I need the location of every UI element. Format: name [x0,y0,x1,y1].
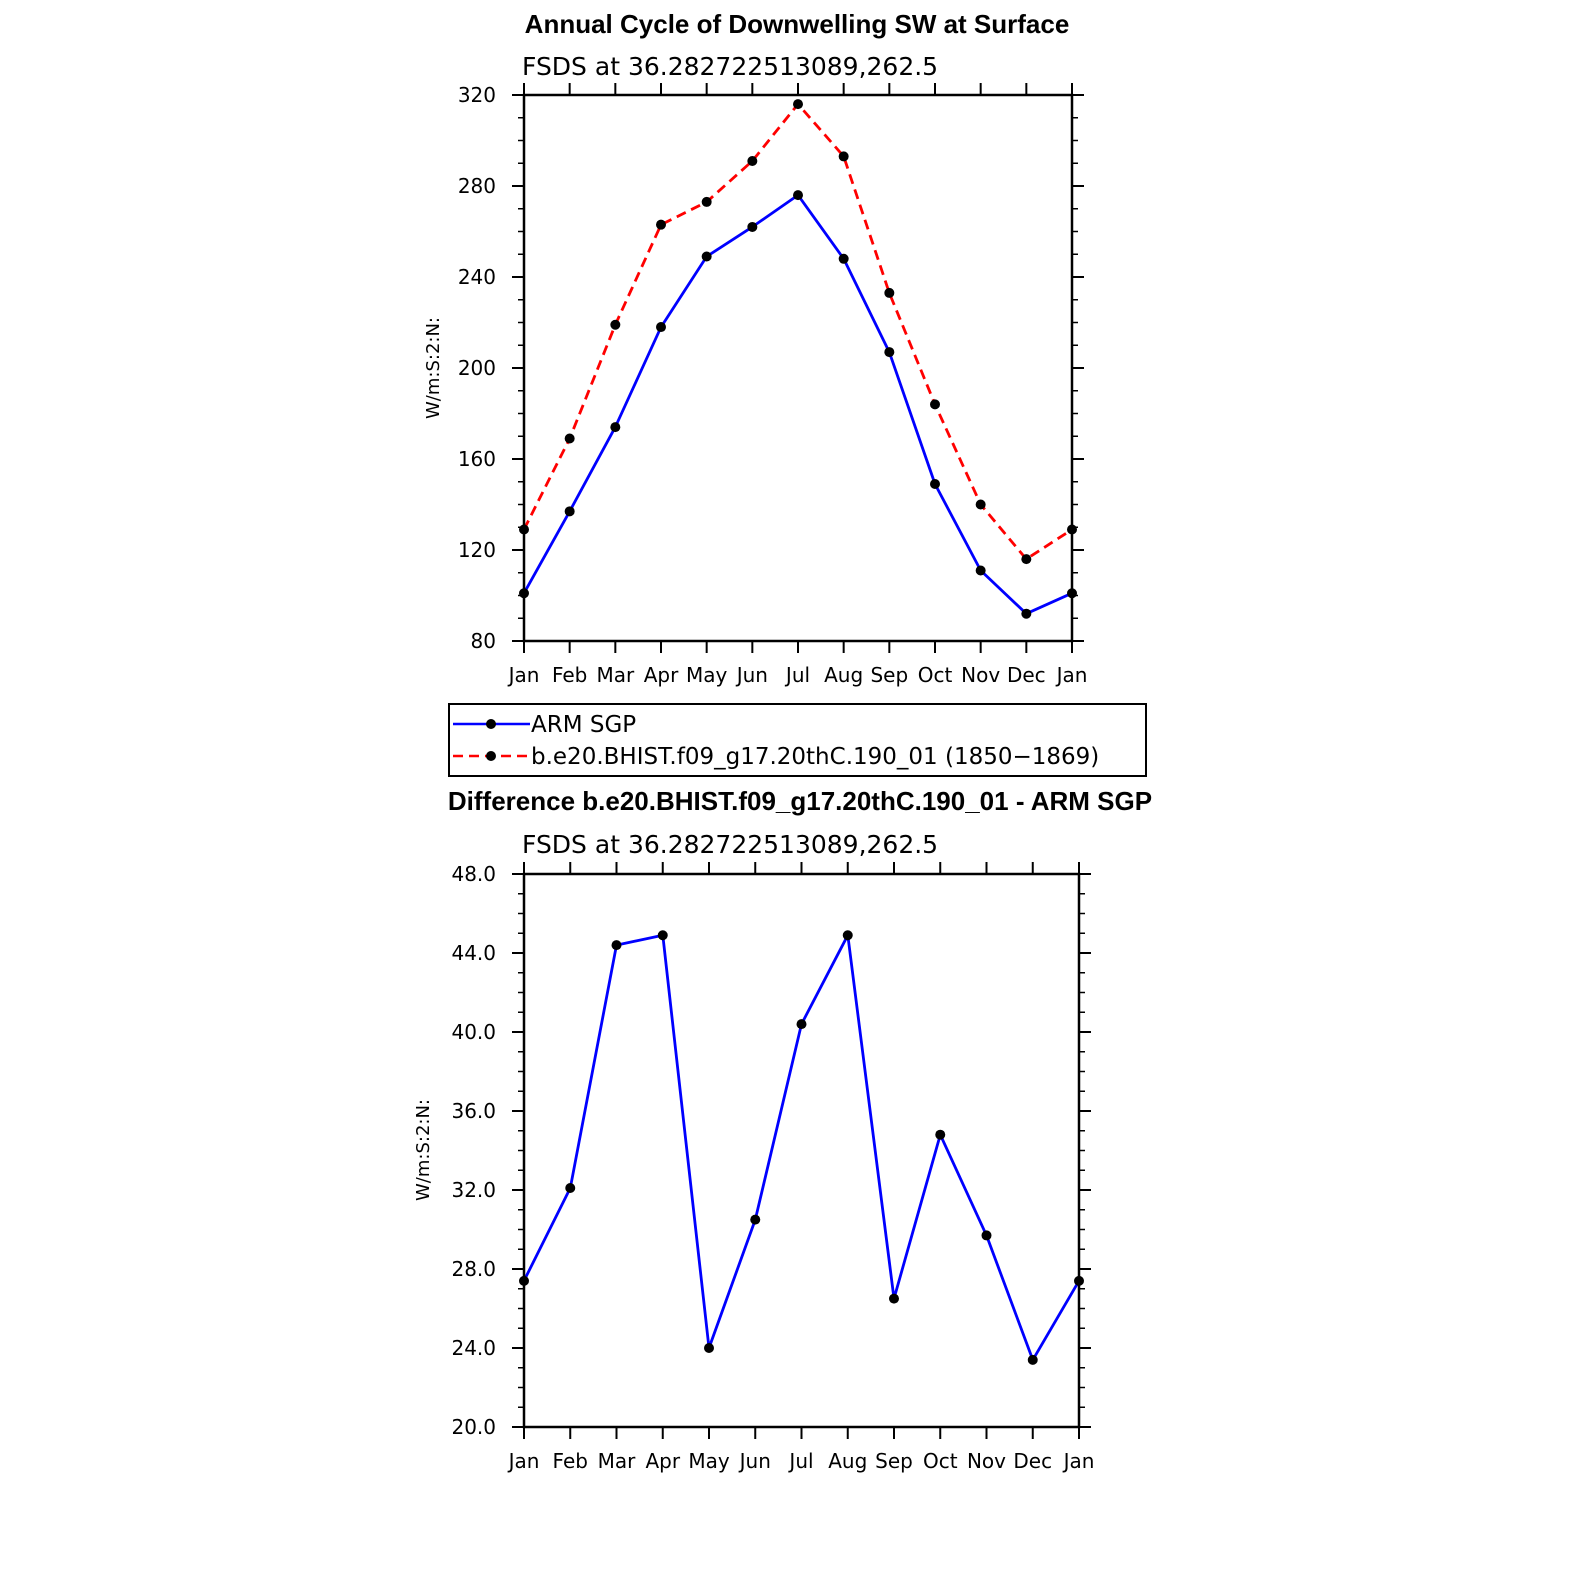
y-tick-label: 32.0 [451,1178,496,1202]
y-tick-label: 48.0 [451,862,496,886]
data-point [610,422,621,433]
y-tick-label: 120 [458,538,496,562]
data-point [793,190,803,201]
data-point [657,930,668,941]
data-point [884,287,895,298]
y-axis-label: W/m:S:2:N: [413,1099,434,1201]
x-tick-label: Sep [870,663,908,687]
chart-subtitle: FSDS at 36.282722513089,262.5 [522,830,938,859]
y-tick-label: 200 [458,356,496,380]
y-tick-label: 24.0 [451,1336,496,1360]
y-tick-label: 20.0 [451,1415,496,1439]
x-tick-label: Oct [923,1449,958,1473]
legend: ARM SGP b.e20.BHIST.f09_g17.20thC.190_01… [448,703,1147,777]
data-point [796,1019,807,1030]
x-tick-label: Jul [784,663,810,687]
data-point [747,155,758,166]
series-line-arm-sgp [522,193,1073,616]
axis-ticks: Jan Feb Mar Apr May Jun Jul Aug Sep Oct Nov Dec Jan 2… [451,862,1094,1473]
x-tick-label: Mar [598,1449,637,1473]
data-point [930,399,940,410]
x-tick-label: Jun [738,1449,771,1473]
y-tick-label: 160 [458,447,496,471]
data-point [793,99,803,110]
legend-label-model: b.e20.BHIST.f09_g17.20thC.190_01 (1850−1… [531,744,1099,770]
data-point [1021,554,1032,565]
data-point [747,221,758,232]
data-point [1027,1354,1038,1365]
difference-chart: Difference b.e20.BHIST.f09_g17.20thC.190… [413,786,1152,1473]
data-point [884,347,895,358]
data-point [1021,608,1032,619]
x-tick-label: Apr [645,1449,680,1473]
x-tick-label: Jan [1055,663,1088,687]
x-tick-label: Sep [875,1449,913,1473]
axis-ticks: Jan Feb Mar Apr May Jun Jul Aug Sep Oct Nov Dec Jan 8… [458,83,1088,687]
data-point [975,499,986,510]
x-tick-label: Oct [918,663,953,687]
x-tick-label: Jun [735,663,768,687]
data-point [838,151,849,162]
series-layer [519,930,1084,1365]
x-tick-label: Nov [961,663,1000,687]
legend-box [448,703,1147,777]
data-point [889,1293,899,1304]
x-tick-label: Jan [1062,1449,1095,1473]
legend-marker-arm-sgp [486,719,496,729]
x-tick-label: Jan [507,1449,540,1473]
y-tick-label: 40.0 [451,1020,496,1044]
legend-marker-model [486,751,496,761]
data-point [611,940,622,951]
y-tick-label: 240 [458,265,496,289]
data-point [838,253,849,264]
x-tick-label: May [688,1449,730,1473]
plot-frame [522,872,1081,1429]
x-tick-label: Feb [553,1449,588,1473]
data-point [701,251,712,262]
x-tick-label: Nov [967,1449,1006,1473]
x-tick-label: Aug [828,1449,867,1473]
legend-label-arm-sgp: ARM SGP [531,712,636,738]
data-point [564,506,575,517]
annual-cycle-chart: Annual Cycle of Downwelling SW at Surfac… [423,9,1087,687]
data-point [842,930,853,941]
y-tick-label: 36.0 [451,1099,496,1123]
series-layer [519,99,1077,619]
plot-frame [522,93,1074,643]
x-tick-label: Jan [507,663,540,687]
series-line-difference [522,933,1081,1362]
x-tick-label: Dec [1007,663,1046,687]
x-tick-label: Apr [644,663,679,687]
chart-title: Difference b.e20.BHIST.f09_g17.20thC.190… [448,786,1152,816]
data-point [564,433,575,444]
y-axis-label: W/m:S:2:N: [423,317,444,419]
data-point [930,479,940,490]
data-point [750,1214,761,1225]
data-point [656,322,666,333]
x-tick-label: Feb [552,663,587,687]
chart-subtitle: FSDS at 36.282722513089,262.5 [522,52,938,81]
data-point [935,1129,946,1140]
y-tick-label: 44.0 [451,941,496,965]
y-tick-label: 320 [458,83,496,107]
y-tick-label: 28.0 [451,1257,496,1281]
y-tick-label: 80 [471,629,496,653]
x-tick-label: Jul [787,1449,813,1473]
data-point [656,219,666,230]
x-tick-label: May [686,663,728,687]
data-point [701,196,712,207]
y-tick-label: 280 [458,174,496,198]
series-line-b-e20-bhist-f09-g17-20thc-190-01-1850-1869 [522,102,1073,561]
data-point [975,565,986,576]
x-tick-label: Mar [596,663,635,687]
x-tick-label: Dec [1013,1449,1052,1473]
data-point [981,1230,992,1241]
data-point [704,1343,714,1353]
chart-title: Annual Cycle of Downwelling SW at Surfac… [525,9,1070,39]
data-point [565,1183,576,1194]
x-tick-label: Aug [824,663,863,687]
data-point [610,319,621,330]
